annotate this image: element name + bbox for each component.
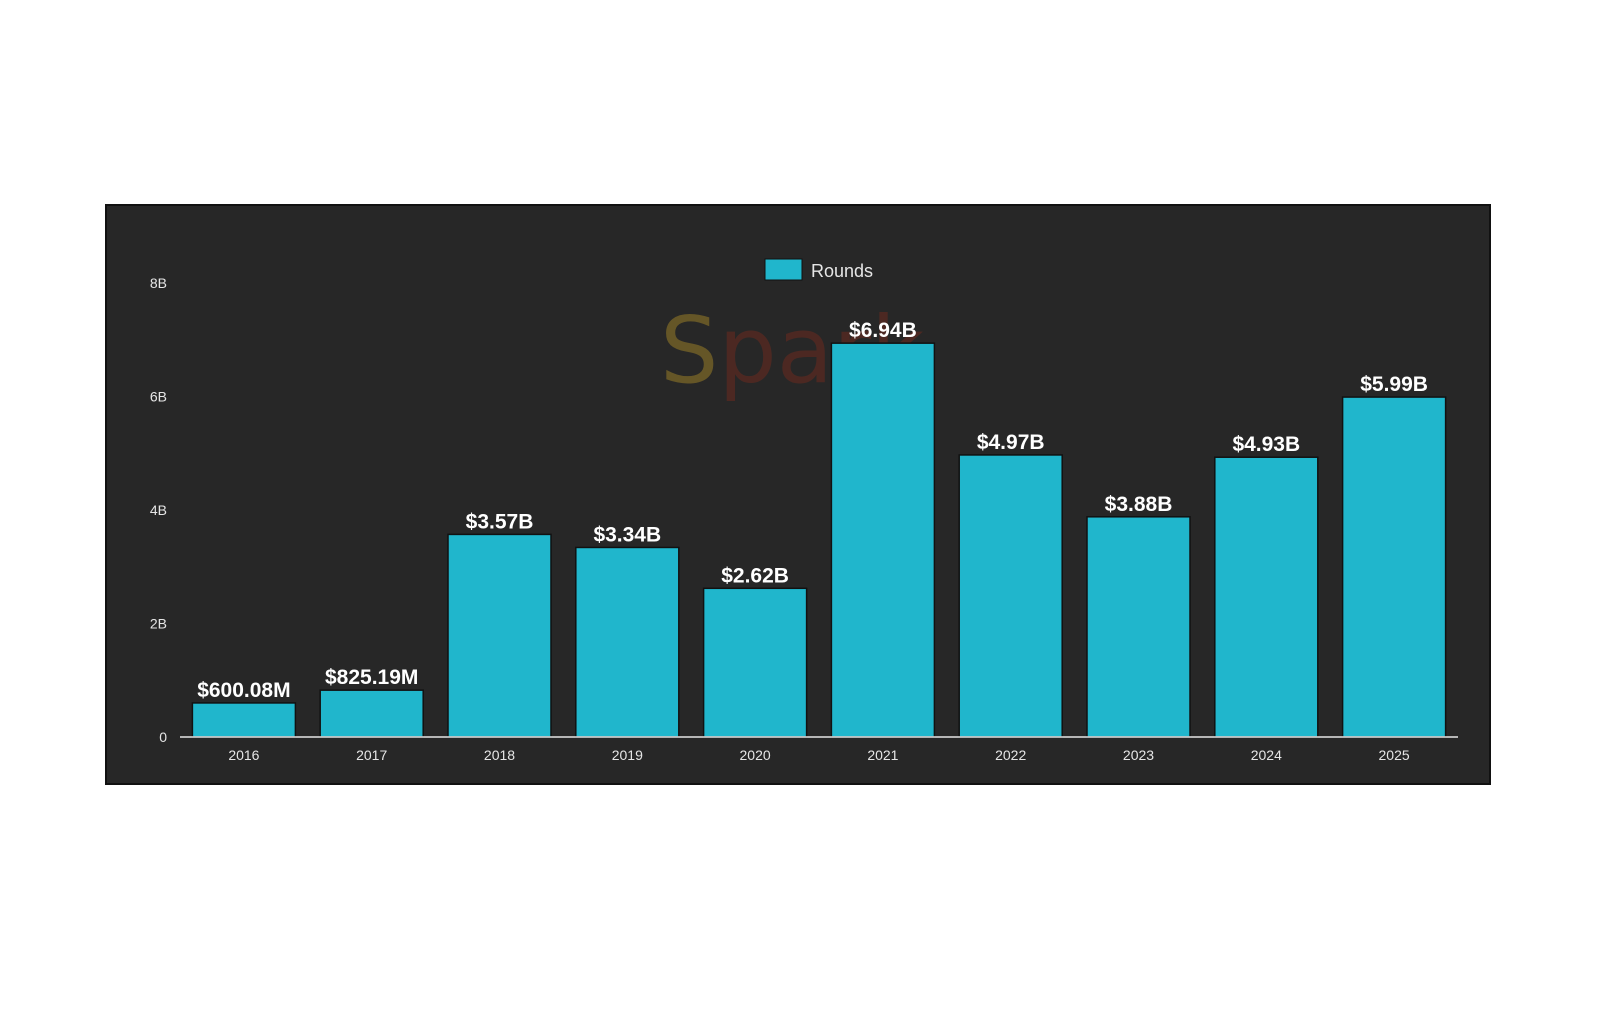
- data-label-2018: $3.57B: [466, 510, 534, 533]
- bar-2019[interactable]: [575, 546, 680, 738]
- bars: [191, 342, 1447, 738]
- y-tick-label: 6B: [150, 389, 167, 405]
- y-tick-label: 2B: [150, 616, 167, 632]
- bar-2017[interactable]: [319, 689, 424, 738]
- bar-2023[interactable]: [1086, 516, 1191, 738]
- x-tick-label-2023: 2023: [1123, 747, 1154, 763]
- legend-swatch-rounds: [764, 258, 803, 281]
- legend[interactable]: Rounds: [764, 258, 873, 281]
- data-label-2022: $4.97B: [977, 431, 1045, 454]
- bar-2018[interactable]: [447, 533, 552, 738]
- y-tick-label: 0: [159, 729, 167, 745]
- x-tick-label-2022: 2022: [995, 747, 1026, 763]
- data-label-2024: $4.93B: [1232, 433, 1300, 456]
- bar-2020[interactable]: [702, 587, 808, 738]
- bar-2024[interactable]: [1214, 456, 1319, 738]
- x-axis: 2016 2017 2018 2019 2020 2021 2022 2023 2024 2025: [228, 747, 1410, 763]
- bar-2016[interactable]: [191, 702, 297, 738]
- y-tick-label: 4B: [150, 502, 167, 518]
- x-tick-label-2024: 2024: [1251, 747, 1282, 763]
- x-tick-label-2018: 2018: [484, 747, 515, 763]
- data-label-2021: $6.94B: [849, 319, 917, 342]
- y-axis: 0 2B 4B 6B 8B: [150, 275, 167, 745]
- data-label-2020: $2.62B: [721, 564, 789, 587]
- x-tick-label-2021: 2021: [867, 747, 898, 763]
- legend-label-rounds: Rounds: [811, 261, 873, 281]
- bar-2022[interactable]: [958, 454, 1063, 738]
- data-label-2017: $825.19M: [325, 666, 418, 689]
- data-label-2016: $600.08M: [197, 679, 290, 702]
- x-tick-label-2017: 2017: [356, 747, 387, 763]
- data-label-2019: $3.34B: [593, 523, 661, 546]
- data-label-2023: $3.88B: [1105, 493, 1173, 516]
- bar-2025[interactable]: [1341, 396, 1447, 738]
- x-tick-label-2020: 2020: [740, 747, 771, 763]
- x-tick-label-2025: 2025: [1379, 747, 1410, 763]
- y-tick-label: 8B: [150, 275, 167, 291]
- data-label-2025: $5.99B: [1360, 373, 1428, 396]
- x-tick-label-2019: 2019: [612, 747, 643, 763]
- x-tick-label-2016: 2016: [228, 747, 259, 763]
- bar-2021[interactable]: [830, 342, 936, 738]
- data-labels: $600.08M $825.19M $3.57B $3.34B $2.62B $6.94B…: [197, 319, 1428, 702]
